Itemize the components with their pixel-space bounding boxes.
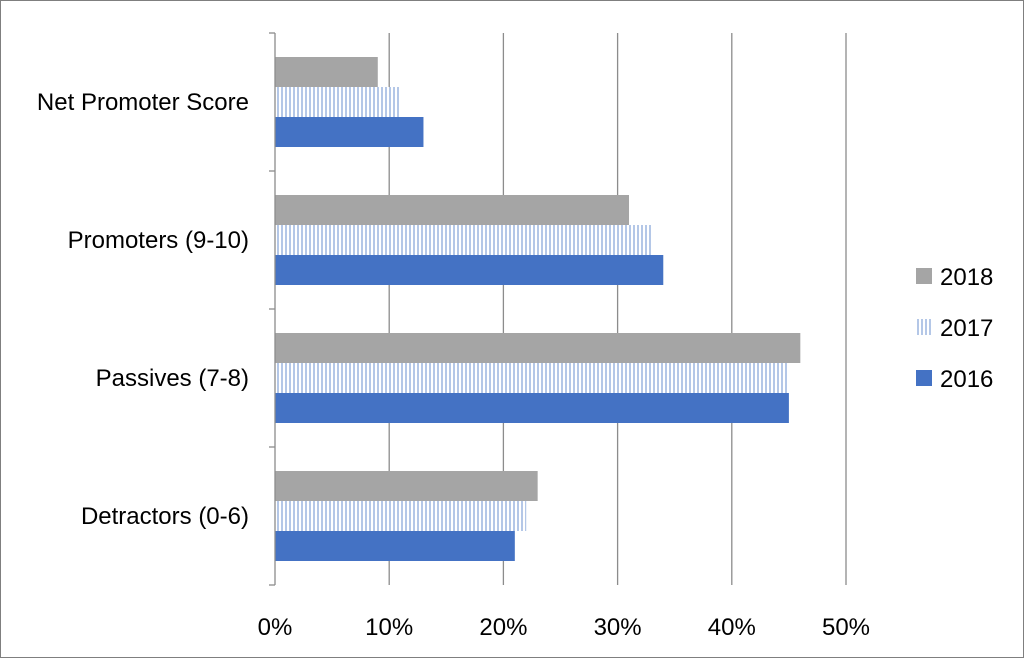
category-label: Passives (7-8): [96, 365, 249, 392]
category-label: Net Promoter Score: [37, 89, 249, 116]
legend-swatch-2016: [916, 370, 932, 386]
category-label: Detractors (0-6): [81, 503, 249, 530]
x-tick-label: 10%: [365, 614, 413, 641]
axes: [269, 32, 276, 586]
x-tick-label: 50%: [822, 614, 870, 641]
bars: [275, 57, 801, 561]
bar-2016-promoters-9-10: [275, 255, 664, 285]
bar-2017-passives-7-8: [275, 363, 789, 393]
bar-2016-detractors-0-6: [275, 531, 515, 561]
labels: 0% 10% 20% 30% 40% 50% Detractors (0-6) Passive…: [37, 89, 870, 641]
bar-2018-net-promoter-score: [275, 57, 378, 87]
legend-swatch-2018: [916, 268, 932, 284]
x-tick-label: 0%: [258, 614, 293, 641]
bar-2016-net-promoter-score: [275, 117, 424, 147]
bar-2018-detractors-0-6: [275, 471, 538, 501]
bar-2018-passives-7-8: [275, 333, 801, 363]
legend-label-2017: 2017: [940, 315, 993, 342]
legend: 2018 2017 2016: [916, 264, 993, 393]
legend-swatch-2017: [916, 319, 932, 335]
x-tick-label: 20%: [479, 614, 527, 641]
bar-2017-detractors-0-6: [275, 501, 527, 531]
bar-2016-passives-7-8: [275, 393, 789, 423]
legend-label-2016: 2016: [940, 366, 993, 393]
x-tick-label: 30%: [594, 614, 642, 641]
legend-label-2018: 2018: [940, 264, 993, 291]
bar-2018-promoters-9-10: [275, 195, 630, 225]
bar-2017-promoters-9-10: [275, 225, 652, 255]
bar-2017-net-promoter-score: [275, 87, 401, 117]
category-label: Promoters (9-10): [68, 227, 249, 254]
x-tick-label: 40%: [708, 614, 756, 641]
